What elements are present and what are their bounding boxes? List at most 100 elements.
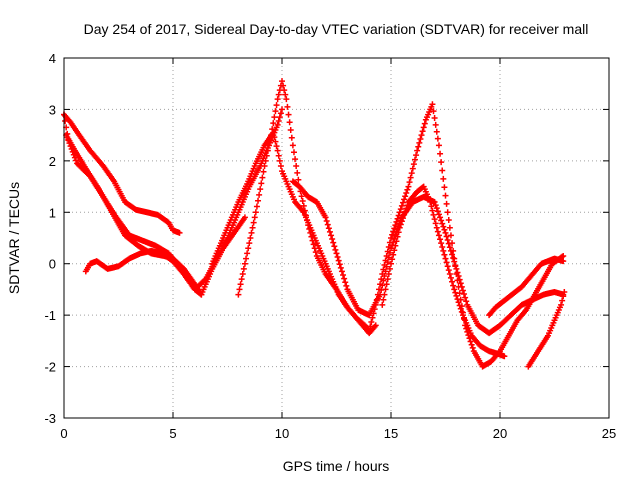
data-point: [385, 271, 392, 277]
data-point: [439, 244, 446, 250]
data-point: [398, 202, 405, 209]
data-point: [394, 215, 401, 222]
data-point: [451, 255, 458, 262]
series-sat-k: [525, 289, 568, 370]
data-point: [449, 251, 456, 258]
data-point: [274, 121, 281, 128]
data-point: [383, 253, 390, 259]
data-point: [72, 157, 79, 164]
data-point: [457, 305, 464, 312]
data-point: [404, 186, 411, 193]
data-point: [452, 263, 459, 270]
data-point: [439, 167, 446, 174]
data-point: [309, 237, 316, 244]
data-point: [469, 344, 476, 351]
data-point: [445, 267, 452, 274]
x-tick-label: 5: [169, 426, 176, 441]
data-point: [447, 274, 454, 281]
data-point: [373, 296, 380, 303]
data-point: [399, 199, 406, 206]
data-point: [272, 108, 279, 115]
data-point: [239, 271, 246, 277]
data-point: [383, 281, 390, 288]
data-point: [410, 161, 417, 168]
grid-lines: [64, 58, 609, 418]
data-point: [372, 322, 379, 329]
data-point: [308, 233, 315, 240]
data-point: [281, 87, 288, 94]
chart-title: Day 254 of 2017, Sidereal Day-to-day VTE…: [84, 21, 589, 37]
data-point: [395, 229, 402, 236]
data-point: [434, 228, 441, 235]
data-point: [404, 202, 411, 209]
data-point: [406, 179, 413, 186]
data-point: [386, 265, 393, 272]
data-point: [399, 215, 406, 222]
data-point: [439, 220, 446, 227]
data-point: [391, 225, 398, 232]
data-point: [335, 257, 342, 264]
data-series: [61, 78, 568, 370]
data-point: [442, 255, 449, 262]
data-point: [393, 238, 400, 245]
data-point: [279, 106, 285, 113]
data-point: [411, 156, 418, 163]
data-point: [298, 193, 305, 200]
data-point: [280, 82, 287, 89]
data-point: [437, 236, 444, 243]
data-point: [253, 203, 260, 210]
data-point: [443, 233, 450, 240]
data-point: [275, 91, 282, 98]
data-point: [374, 291, 381, 298]
data-point: [243, 255, 250, 262]
data-point: [252, 209, 259, 216]
data-point: [176, 229, 183, 236]
x-tick-label: 10: [275, 426, 289, 441]
data-point: [433, 224, 440, 231]
data-point: [396, 224, 403, 231]
data-point: [440, 247, 447, 254]
data-point: [467, 338, 474, 345]
data-point: [275, 118, 282, 124]
data-point: [446, 244, 453, 251]
data-point: [286, 119, 293, 126]
data-point: [432, 220, 439, 227]
data-point: [256, 191, 263, 198]
data-point: [403, 190, 410, 196]
data-point: [392, 242, 399, 249]
data-point: [452, 289, 459, 296]
data-point: [501, 353, 508, 360]
data-point: [445, 217, 452, 223]
data-point: [271, 114, 278, 121]
data-point: [389, 231, 396, 238]
data-point: [432, 121, 439, 128]
data-point: [369, 314, 376, 321]
data-point: [332, 246, 339, 253]
data-point: [381, 291, 388, 298]
data-point: [341, 275, 348, 282]
y-axis-ticks: -3 -2 -1 0 1 2 3 4: [44, 51, 609, 426]
data-point: [336, 261, 343, 268]
data-point: [260, 168, 267, 175]
data-point: [386, 239, 393, 246]
y-tick-label: 3: [49, 102, 56, 117]
series-sat-j: [486, 255, 567, 319]
data-point: [438, 217, 445, 224]
data-point: [376, 286, 383, 293]
data-point: [279, 78, 285, 85]
data-point: [301, 207, 308, 214]
data-point: [435, 232, 442, 239]
data-point: [443, 200, 450, 207]
data-point: [295, 176, 302, 183]
data-point: [455, 283, 462, 290]
data-point: [385, 244, 392, 250]
data-point: [258, 180, 265, 187]
data-point: [459, 287, 466, 294]
series-sat-f: [235, 78, 379, 337]
y-tick-label: -3: [44, 411, 56, 426]
data-point: [403, 205, 410, 212]
data-point: [272, 138, 279, 145]
data-point: [285, 111, 292, 118]
x-tick-label: 15: [384, 426, 398, 441]
data-point: [304, 217, 311, 224]
